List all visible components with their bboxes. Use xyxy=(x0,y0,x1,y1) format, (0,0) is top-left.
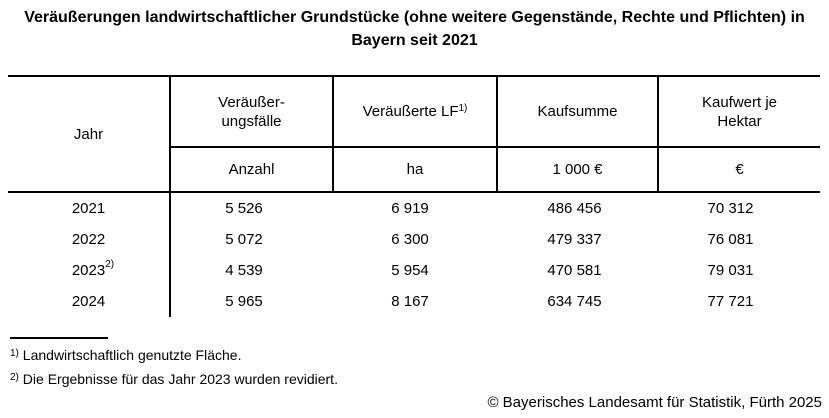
statistics-table: Jahr Veräußer- ungsfälle Veräußerte LF1)… xyxy=(8,75,820,317)
header-kaufwert-line2: Hektar xyxy=(717,112,762,130)
footnote-1-text: Landwirtschaftlich genutzte Fläche. xyxy=(22,347,242,363)
footnote-marker-1: 1) xyxy=(458,103,468,114)
kaufwert-cell: 76 081 xyxy=(707,231,754,248)
unit-anzahl: Anzahl xyxy=(170,147,334,193)
header-jahr: Jahr xyxy=(8,76,171,193)
unit-kaufsumme: 1 000 € xyxy=(497,147,659,193)
copyright-notice: © Bayerisches Landesamt für Statistik, F… xyxy=(487,394,822,411)
unit-ha: ha xyxy=(333,147,498,193)
year-cell: 2021 xyxy=(8,192,171,224)
kaufwert-cell: 77 721 xyxy=(707,293,754,310)
header-kaufwert-je-hektar: Kaufwert je Hektar xyxy=(658,76,820,148)
table-row: 2024 5 965 8 167 634 745 77 721 xyxy=(8,286,820,317)
kaufsumme-cell: 486 456 xyxy=(547,200,602,217)
header-kaufsumme: Kaufsumme xyxy=(497,76,659,148)
header-veraeusserungsfaelle-line2: ungsfälle xyxy=(221,112,282,130)
header-veraeusserte-lf-label: Veräußerte LF xyxy=(362,103,459,120)
header-veraeusserungsfaelle: Veräußer- ungsfälle xyxy=(170,76,334,148)
faelle-cell: 5 965 xyxy=(225,293,263,310)
year-label: 2021 xyxy=(71,200,106,217)
lf-cell: 6 300 xyxy=(391,231,429,248)
footnote-2: 2) Die Ergebnisse für das Jahr 2023 wurd… xyxy=(10,370,338,388)
unit-euro: € xyxy=(658,147,820,193)
faelle-cell: 4 539 xyxy=(225,262,263,279)
header-veraeusserte-lf: Veräußerte LF1) xyxy=(333,76,498,148)
year-cell: 2024 xyxy=(8,286,171,317)
footnote-divider xyxy=(10,337,108,339)
header-row: Jahr Veräußer- ungsfälle Veräußerte LF1)… xyxy=(8,76,820,193)
footnote-2-text: Die Ergebnisse für das Jahr 2023 wurden … xyxy=(22,371,338,387)
year-label: 2022 xyxy=(71,231,106,248)
header-kaufwert-line1: Kaufwert je xyxy=(701,93,778,111)
kaufwert-cell: 79 031 xyxy=(707,262,754,279)
lf-cell: 6 919 xyxy=(391,200,429,217)
faelle-cell: 5 072 xyxy=(225,231,263,248)
kaufwert-cell: 70 312 xyxy=(707,200,754,217)
year-cell: 2022 xyxy=(8,224,171,255)
table-title: Veräußerungen landwirtschaftlicher Grund… xyxy=(24,9,805,49)
header-veraeusserungsfaelle-line1: Veräußer- xyxy=(218,93,285,111)
year-footnote-marker: 2) xyxy=(105,259,115,270)
table-row: 2021 5 526 6 919 486 456 70 312 xyxy=(8,192,820,224)
footnote-1-marker: 1) xyxy=(10,348,19,359)
faelle-cell: 5 526 xyxy=(225,200,263,217)
unit-row: Anzahl ha 1 000 € € xyxy=(8,147,820,193)
footnote-2-marker: 2) xyxy=(10,372,19,383)
year-label: 2023 xyxy=(71,262,106,279)
kaufsumme-cell: 634 745 xyxy=(547,293,602,310)
lf-cell: 8 167 xyxy=(391,293,429,310)
lf-cell: 5 954 xyxy=(391,262,429,279)
kaufsumme-cell: 470 581 xyxy=(547,262,602,279)
table-row: 2023 2) 4 539 5 954 470 581 79 031 xyxy=(8,255,820,286)
table-row: 2022 5 072 6 300 479 337 76 081 xyxy=(8,224,820,255)
year-cell: 2023 2) xyxy=(8,255,171,286)
year-label: 2024 xyxy=(71,293,106,310)
footnote-1: 1) Landwirtschaftlich genutzte Fläche. xyxy=(10,346,241,364)
kaufsumme-cell: 479 337 xyxy=(547,231,602,248)
